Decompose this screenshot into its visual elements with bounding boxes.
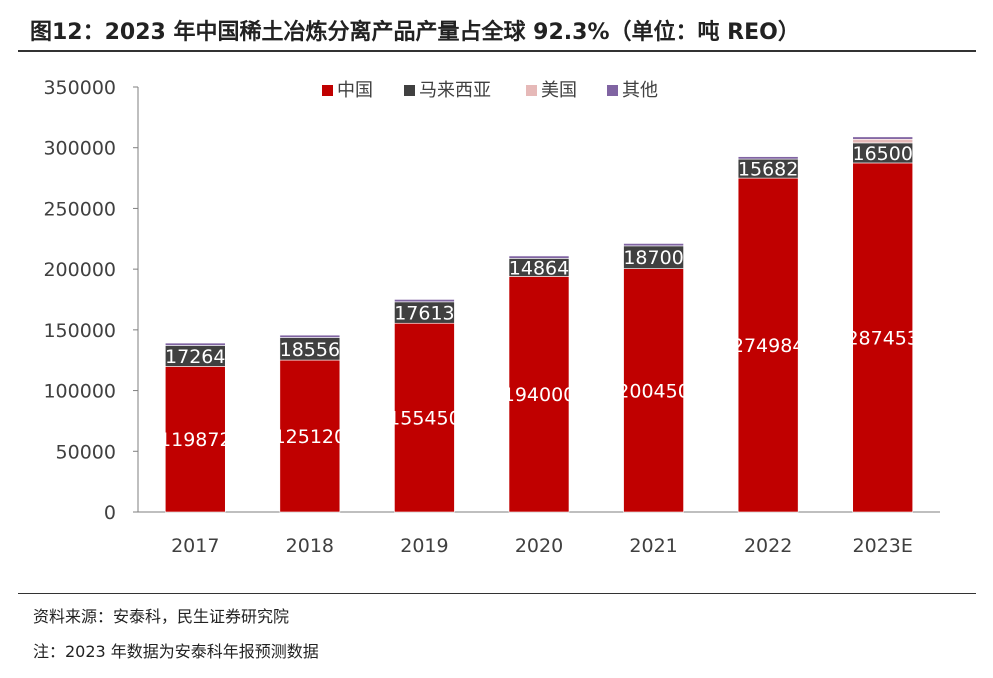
x-tick-label: 2022: [744, 535, 792, 557]
y-tick-label: 200000: [43, 259, 116, 281]
bar-segment-中国: [852, 162, 914, 513]
data-label: 274984: [732, 335, 805, 357]
source-note: 资料来源：安泰科，民生证券研究院: [33, 607, 290, 626]
bar-segment-其他: [279, 334, 341, 338]
legend-label: 马来西亚: [419, 80, 491, 101]
data-label: 15682: [738, 159, 798, 181]
bar-segment-其他: [737, 156, 799, 160]
footnote: 注：2023 年数据为安泰科年报预测数据: [33, 642, 319, 661]
data-label: 125120: [274, 426, 347, 448]
chart-title: 图12：2023 年中国稀土冶炼分离产品产量占全球 92.3%（单位：吨 REO…: [30, 20, 800, 45]
legend-label: 美国: [541, 80, 577, 101]
x-tick-label: 2023E: [853, 535, 913, 557]
legend-label: 其他: [622, 80, 658, 101]
y-tick-label: 100000: [43, 381, 116, 403]
data-label: 18556: [280, 339, 340, 361]
y-tick-label: 250000: [43, 198, 116, 220]
bar-segment-中国: [508, 276, 570, 513]
data-label: 17264: [165, 346, 225, 368]
y-tick-label: 0: [104, 502, 116, 524]
data-label: 200450: [617, 380, 690, 402]
y-tick-label: 50000: [56, 441, 116, 463]
data-label: 16500: [852, 143, 912, 165]
data-label: 18700: [623, 247, 683, 269]
bar-segment-美国: [852, 138, 914, 144]
title-divider: [18, 50, 976, 52]
bar-segment-中国: [623, 268, 684, 513]
legend-swatch: [607, 85, 618, 96]
data-label: 155450: [388, 408, 461, 430]
bar-segment-其他: [508, 255, 570, 259]
x-tick-label: 2017: [171, 535, 219, 557]
bar-segment-其他: [852, 136, 914, 140]
x-tick-label: 2019: [400, 535, 448, 557]
legend-swatch: [526, 85, 537, 96]
bar-segment-其他: [394, 299, 455, 303]
bar-segment-其他: [164, 342, 226, 346]
footer-divider: [18, 593, 976, 594]
legend-swatch: [322, 85, 333, 96]
data-label: 14864: [509, 257, 569, 279]
data-label: 194000: [503, 384, 576, 406]
data-label: 119872: [159, 429, 232, 451]
data-label: 17613: [394, 303, 454, 325]
bar-segment-中国: [279, 359, 341, 513]
x-tick-label: 2018: [286, 535, 334, 557]
legend-label: 中国: [337, 80, 373, 101]
stacked-bar-chart: 0 50000 100000 150000 200000 250000 300000 3500…: [43, 77, 940, 557]
data-label: 287453: [846, 327, 919, 349]
x-tick-label: 2020: [515, 535, 563, 557]
legend-swatch: [404, 85, 415, 96]
bar-segment-中国: [394, 322, 455, 513]
bar-segment-其他: [623, 243, 684, 247]
y-tick-label: 300000: [43, 138, 116, 160]
x-tick-label: 2021: [629, 535, 677, 557]
y-tick-label: 350000: [43, 77, 116, 99]
y-tick-label: 150000: [43, 320, 116, 342]
